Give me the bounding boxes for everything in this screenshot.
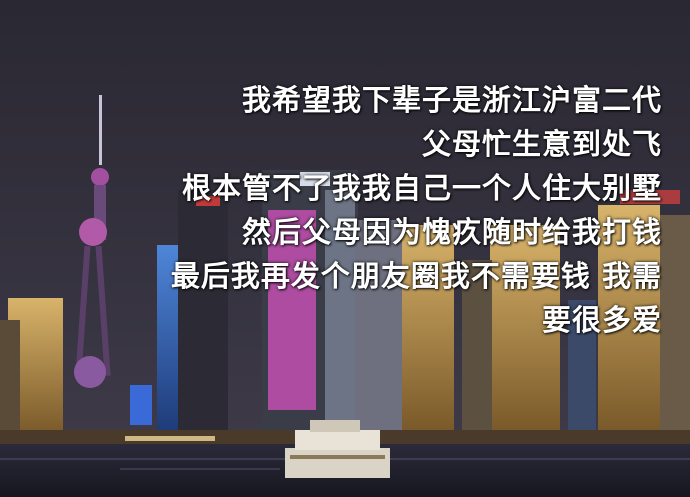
red-sign xyxy=(196,196,220,206)
water-reflection-2 xyxy=(120,468,280,470)
caption-line: 然后父母因为愧疚随时给我打钱 xyxy=(241,215,662,249)
caption-line: 根本管不了我我自己一个人住大别墅 xyxy=(181,171,662,205)
left-edge-building xyxy=(0,320,20,430)
mid-building xyxy=(462,260,492,430)
gold-tower-1 xyxy=(402,225,454,430)
right-edge-building xyxy=(660,215,690,430)
caption-line: 父母忙生意到处飞 xyxy=(421,127,662,161)
tv-tower xyxy=(74,95,111,388)
ferry-boat xyxy=(285,420,390,478)
caption-line: 要很多爱 xyxy=(541,303,662,337)
gold-tower-3 xyxy=(598,205,660,430)
gold-tower-2 xyxy=(490,225,560,430)
citi-tower xyxy=(262,170,358,435)
caption-line: 我希望我下辈子是浙江沪富二代 xyxy=(241,83,662,117)
blue-low-building xyxy=(130,385,152,425)
shore-lights xyxy=(125,436,215,441)
caption-overlay: 我希望我下辈子是浙江沪富二代 父母忙生意到处飞 根本管不了我我自己一个人住大别墅… xyxy=(22,78,662,342)
red-crown-lights xyxy=(620,190,680,204)
pale-tower xyxy=(355,220,403,430)
blue-right-building xyxy=(568,300,596,430)
dark-tower xyxy=(178,190,228,435)
caption-line: 最后我再发个朋友圈我不需要钱 我需 xyxy=(170,259,662,293)
